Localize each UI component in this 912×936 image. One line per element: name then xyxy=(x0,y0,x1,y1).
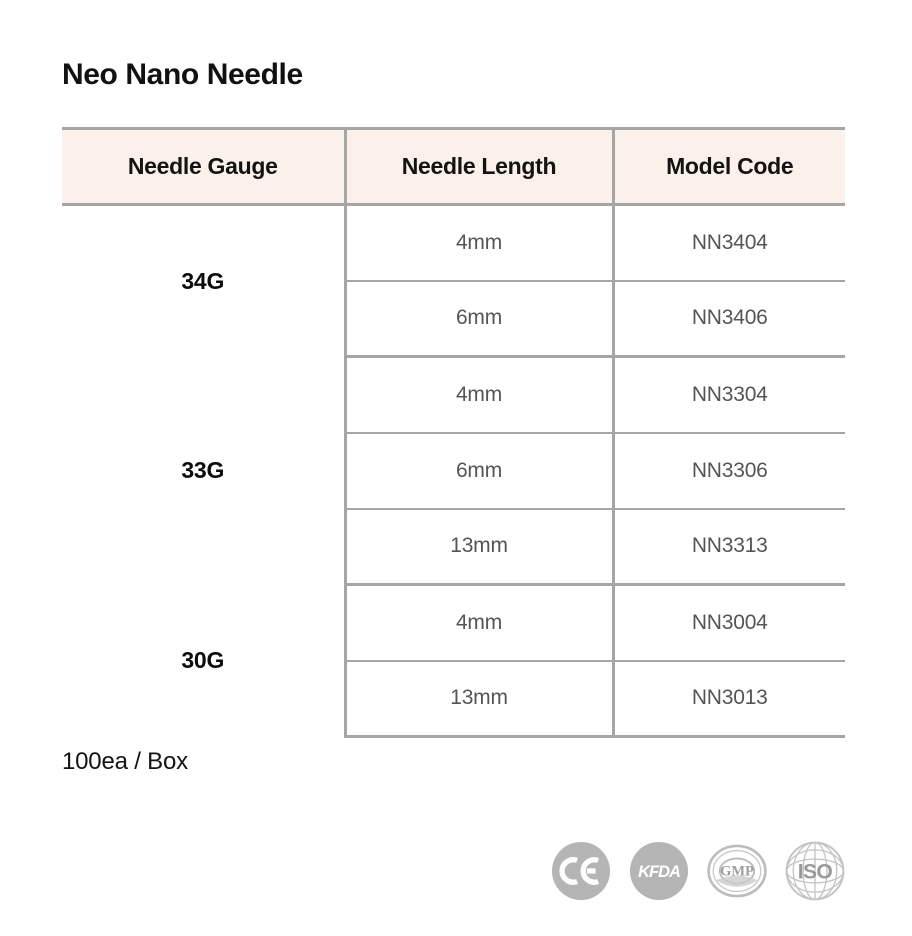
cell-needle-length: 4mm xyxy=(343,204,613,282)
cell-model-code: NN3404 xyxy=(611,204,845,282)
column-header-needle-gauge: Needle Gauge xyxy=(62,127,345,206)
table-header: Needle Gauge Needle Length Model Code xyxy=(62,127,845,206)
gmp-badge-icon: GMP xyxy=(707,844,767,898)
svg-text:GMP: GMP xyxy=(720,864,754,880)
svg-text:ISO: ISO xyxy=(798,860,833,883)
cell-needle-gauge: 30G xyxy=(181,647,225,673)
cell-needle-gauge: 34G xyxy=(181,267,225,294)
certification-badges: KFDA GMP ISO xyxy=(548,834,848,908)
cell-needle-length: 4mm xyxy=(343,356,613,434)
cell-model-code: NN3013 xyxy=(611,660,845,738)
cell-model-code: NN3304 xyxy=(611,356,845,434)
table-row: 13mm NN3013 xyxy=(62,660,845,738)
column-header-model-code: Model Code xyxy=(611,127,845,206)
table-row: 6mm NN3406 xyxy=(62,280,845,358)
cell-needle-length: 6mm xyxy=(343,432,613,510)
needle-spec-table: Needle Gauge Needle Length Model Code 34… xyxy=(62,127,845,738)
table-row: 34G 4mm NN3404 xyxy=(62,204,845,294)
cell-model-code: NN3306 xyxy=(611,432,845,510)
packaging-note: 100ea / Box xyxy=(62,748,188,775)
table-row: 30G 4mm NN3004 xyxy=(62,584,845,673)
page-title: Neo Nano Needle xyxy=(62,58,303,91)
cell-needle-length: 13mm xyxy=(343,508,613,586)
column-header-needle-length: Needle Length xyxy=(343,127,613,206)
table-row: 13mm NN3313 xyxy=(62,508,845,586)
table-row: 33G 4mm NN3304 xyxy=(62,356,845,483)
kfda-badge-icon: KFDA xyxy=(629,841,689,901)
iso-badge-icon: ISO xyxy=(785,841,845,901)
table-row: 6mm NN3306 xyxy=(62,432,845,510)
cell-needle-length: 13mm xyxy=(343,660,613,738)
table-header-row: Needle Gauge Needle Length Model Code xyxy=(62,127,845,206)
cell-model-code: NN3406 xyxy=(611,280,845,358)
ce-badge-icon xyxy=(551,841,611,901)
table-body: 34G 4mm NN3404 6mm NN3406 33G 4mm NN3304… xyxy=(62,204,845,738)
cell-needle-gauge: 33G xyxy=(181,457,225,483)
cell-needle-length: 6mm xyxy=(343,280,613,358)
cell-model-code: NN3313 xyxy=(611,508,845,586)
cell-model-code: NN3004 xyxy=(611,584,845,662)
cell-needle-length: 4mm xyxy=(343,584,613,662)
svg-text:KFDA: KFDA xyxy=(638,863,680,881)
